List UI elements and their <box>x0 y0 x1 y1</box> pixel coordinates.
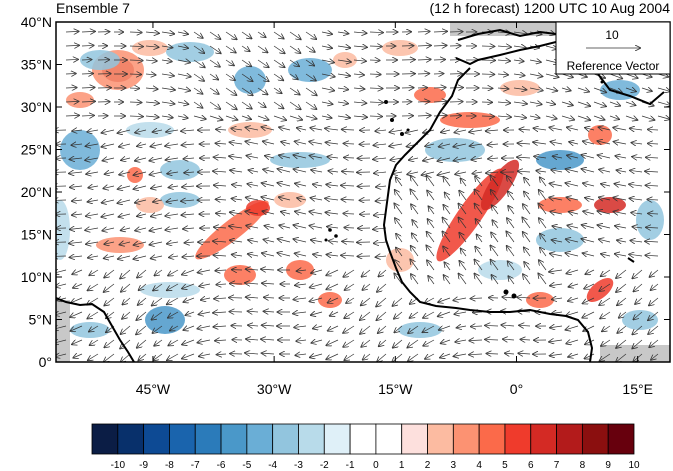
lat-tick-label: 5°N <box>29 312 53 328</box>
colorbar-label: 10 <box>628 460 640 471</box>
colorbar-swatch <box>556 423 583 455</box>
lat-tick-label: 0° <box>39 354 52 370</box>
lat-tick-label: 10°N <box>21 269 52 285</box>
colorbar-label: 6 <box>528 460 534 471</box>
colorbar-label: -8 <box>165 460 174 471</box>
colorbar: -10 -9 -8 -7 -6 -5 -4 -3 -2 -1 0 1 2 3 4 5 6 7 8 9 10 <box>91 423 640 471</box>
lat-tick-label: 35°N <box>21 57 52 73</box>
lon-tick-label: 15°W <box>378 381 413 397</box>
colorbar-label: 0 <box>373 460 379 471</box>
lat-tick-label: 40°N <box>21 14 52 30</box>
anomaly-shading <box>56 40 664 338</box>
lon-tick-label: 15°E <box>622 381 653 397</box>
lat-tick-label: 25°N <box>21 142 52 158</box>
colorbar-label: 4 <box>476 460 482 471</box>
missing-data-bottom-left <box>56 300 70 362</box>
islands <box>324 80 604 299</box>
colorbar-swatch <box>298 423 325 455</box>
colorbar-swatch <box>323 423 351 455</box>
colorbar-swatch <box>401 423 428 455</box>
colorbar-swatch <box>246 423 274 455</box>
lon-tick-label: 0° <box>510 381 523 397</box>
colorbar-label: 5 <box>502 460 508 471</box>
colorbar-swatch <box>375 423 403 455</box>
lon-tick-label: 30°W <box>257 381 292 397</box>
reference-vector-label: Reference Vector <box>567 59 660 73</box>
reference-vector-magnitude: 10 <box>605 28 619 42</box>
colorbar-label: 1 <box>399 460 405 471</box>
colorbar-swatch <box>349 423 377 455</box>
colorbar-swatch <box>581 423 609 455</box>
lat-tick-label: 30°N <box>21 99 52 115</box>
colorbar-swatch <box>504 423 532 455</box>
plot-title-left: Ensemble 7 <box>56 0 130 16</box>
colorbar-label: -1 <box>346 460 355 471</box>
colorbar-swatch <box>530 423 557 455</box>
colorbar-swatch <box>169 423 196 455</box>
reference-vector-box: 10 Reference Vector <box>555 21 671 75</box>
lat-tick-label: 20°N <box>21 184 52 200</box>
colorbar-label: -10 <box>111 460 126 471</box>
plot-title-right: (12 h forecast) 1200 UTC 10 Aug 2004 <box>429 0 670 16</box>
longitude-ticks: 45°W 30°W 15°W 0° 15°E <box>136 22 653 397</box>
colorbar-label: -7 <box>191 460 200 471</box>
colorbar-swatch <box>478 423 506 455</box>
colorbar-label: -9 <box>139 460 148 471</box>
colorbar-label: 2 <box>425 460 431 471</box>
colorbar-swatch <box>452 423 480 455</box>
colorbar-label: -6 <box>217 460 226 471</box>
colorbar-label: -2 <box>320 460 329 471</box>
lon-tick-label: 45°W <box>136 381 171 397</box>
missing-data-bottom-right <box>600 345 670 362</box>
colorbar-label: -3 <box>294 460 303 471</box>
colorbar-label: 3 <box>451 460 457 471</box>
wind-vectors <box>56 31 670 362</box>
coastline <box>56 28 665 362</box>
colorbar-swatch <box>91 423 119 455</box>
colorbar-swatch <box>607 423 635 455</box>
colorbar-swatch <box>427 423 454 455</box>
lat-tick-label: 15°N <box>21 227 52 243</box>
colorbar-swatch <box>272 423 299 455</box>
colorbar-swatch <box>143 423 170 455</box>
colorbar-swatch <box>117 423 145 455</box>
colorbar-label: 9 <box>605 460 611 471</box>
colorbar-label: 7 <box>554 460 560 471</box>
latitude-ticks: 0° 5°N 10°N 15°N 20°N 25°N 30°N 35°N 40°N <box>21 14 670 370</box>
colorbar-label: -5 <box>242 460 251 471</box>
colorbar-label: -4 <box>268 460 277 471</box>
colorbar-swatch <box>220 423 248 455</box>
colorbar-label: 8 <box>580 460 586 471</box>
colorbar-swatch <box>194 423 222 455</box>
